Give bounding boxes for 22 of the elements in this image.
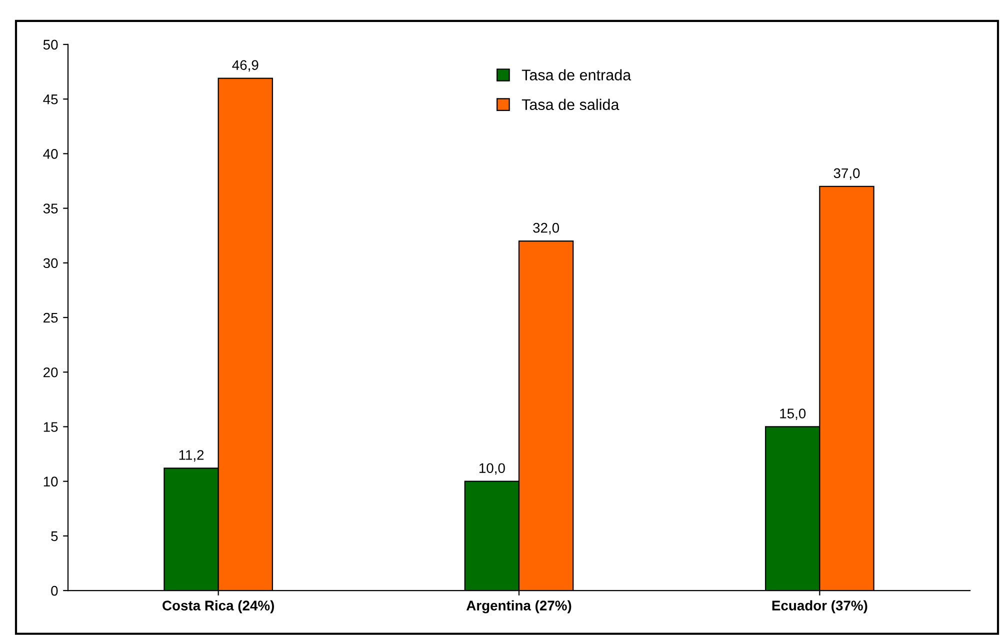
y-tick-label: 45 [43,94,58,104]
x-tick-label: Argentina (27%) [466,600,572,614]
y-tick-label: 0 [51,586,58,596]
data-label: 11,2 [179,450,204,462]
x-tick-label: Costa Rica (24%) [162,600,274,614]
x-tick-label: Ecuador (37%) [772,600,868,614]
y-tick-label: 20 [44,367,58,378]
y-tick-label: 15 [44,422,58,432]
legend-label: Tasa de salida [522,98,620,110]
y-tick-label: 5 [51,531,58,542]
y-tick-label: 35 [43,204,58,214]
data-label: 46,9 [232,60,258,72]
data-label: 10,0 [479,463,505,475]
y-tick-label: 25 [44,312,58,323]
y-tick-label: 40 [43,149,58,159]
data-label: 37,0 [834,168,860,180]
y-tick-label: 50 [43,40,58,50]
data-label: 32,0 [533,222,560,234]
data-label: 15,0 [780,408,806,420]
legend-label: Tasa de entrada [522,69,632,80]
y-tick-label: 10 [44,476,58,486]
y-tick-label: 30 [43,258,58,268]
